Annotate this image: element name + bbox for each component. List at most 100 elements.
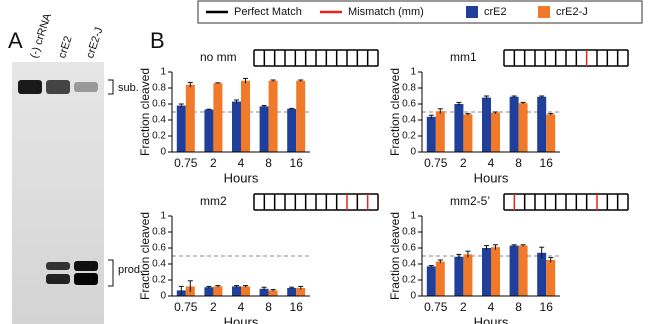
y-tick-label: 0.2 [402,275,416,286]
x-tick-label: 16 [290,300,304,314]
y-tick-label: 0.2 [152,131,166,142]
x-tick-label: 16 [540,156,554,170]
y-tick-label: 0.8 [402,83,416,94]
legend-label: Perfect Match [234,6,302,18]
y-tick-label: 0.2 [402,131,416,142]
gel-band [46,80,70,94]
x-tick-label: 2 [210,300,217,314]
bar [436,111,445,152]
y-axis-label: Fraction cleaved [138,68,152,156]
bar [287,109,296,152]
chart-title: mm2-5’ [450,194,490,208]
y-tick-label: 0.4 [402,115,416,126]
bracket [108,80,113,94]
bar [427,117,436,152]
bar [204,110,213,152]
y-tick-label: 0.6 [402,99,416,110]
y-tick-label: 0.2 [152,275,166,286]
bar [241,81,250,152]
y-tick-label: 0.4 [152,115,166,126]
legend-label: Mismatch (mm) [348,6,424,18]
figure: A (-) crRNA crE2 crE2-J sub. prod. B Per… [0,0,654,324]
y-tick-label: 0.6 [152,243,166,254]
y-tick-label: 0.6 [402,243,416,254]
x-axis-label: Hours [474,314,509,324]
x-tick-label: 8 [265,156,272,170]
bar [269,290,278,296]
bar [463,254,472,296]
chart-title: mm2 [200,194,227,208]
bar [269,81,278,152]
bar [213,286,222,296]
lane-label: crE2-J [84,26,105,60]
y-tick-label: 1 [410,211,416,222]
bar [186,85,195,152]
bar [546,114,555,152]
page: A (-) crRNA crE2 crE2-J sub. prod. B Per… [0,0,654,324]
y-tick-label: 0 [410,291,416,302]
bar [510,97,519,152]
bar [232,102,241,152]
gel-band [74,82,98,92]
gel-band [74,261,98,271]
x-axis-label: Hours [474,170,509,185]
bar [482,98,491,152]
y-tick-label: 1 [160,67,166,78]
bar [546,260,555,296]
bar [463,114,472,152]
y-tick-label: 0.8 [152,83,166,94]
gel-band [74,273,98,285]
bar [232,286,241,296]
x-tick-label: 0.75 [424,156,448,170]
lane-label: (-) crRNA [28,11,54,59]
y-tick-label: 0 [160,147,166,158]
x-axis-label: Hours [224,170,259,185]
panel-label: B [150,28,165,53]
bar [427,266,436,296]
band-label: sub. [118,82,139,94]
x-tick-label: 4 [488,300,495,314]
bar [537,253,546,296]
y-axis-label: Fraction cleaved [388,212,402,300]
y-tick-label: 0.8 [152,227,166,238]
x-tick-label: 8 [515,156,522,170]
bar [260,106,269,152]
x-tick-label: 8 [265,300,272,314]
bar [519,246,528,296]
gel-band [46,262,70,270]
bar [482,248,491,296]
x-tick-label: 2 [210,156,217,170]
x-tick-label: 2 [460,156,467,170]
bar [491,247,500,296]
lane-label: crE2 [56,35,74,60]
x-tick-label: 0.75 [174,156,198,170]
bar [177,106,186,152]
bar [510,246,519,296]
bar [537,97,546,152]
y-tick-label: 0.6 [152,99,166,110]
bar [296,81,305,152]
chart-title: mm1 [450,50,477,64]
bar [213,83,222,152]
chart-title: no mm [200,50,237,64]
x-tick-label: 0.75 [424,300,448,314]
bar [491,113,500,152]
gel-band [46,274,70,284]
bar [519,103,528,152]
x-tick-label: 4 [238,300,245,314]
y-tick-label: 0.4 [402,259,416,270]
legend-swatch [466,6,478,18]
bar [241,286,250,296]
y-tick-label: 0.8 [402,227,416,238]
y-tick-label: 0 [410,147,416,158]
legend-label: crE2 [484,6,507,18]
bar [287,288,296,296]
legend-label: crE2-J [556,6,588,18]
x-tick-label: 4 [488,156,495,170]
bar [436,262,445,296]
panel-label: A [8,28,23,53]
y-tick-label: 0 [160,291,166,302]
x-tick-label: 16 [540,300,554,314]
y-tick-label: 0.4 [152,259,166,270]
x-tick-label: 0.75 [174,300,198,314]
